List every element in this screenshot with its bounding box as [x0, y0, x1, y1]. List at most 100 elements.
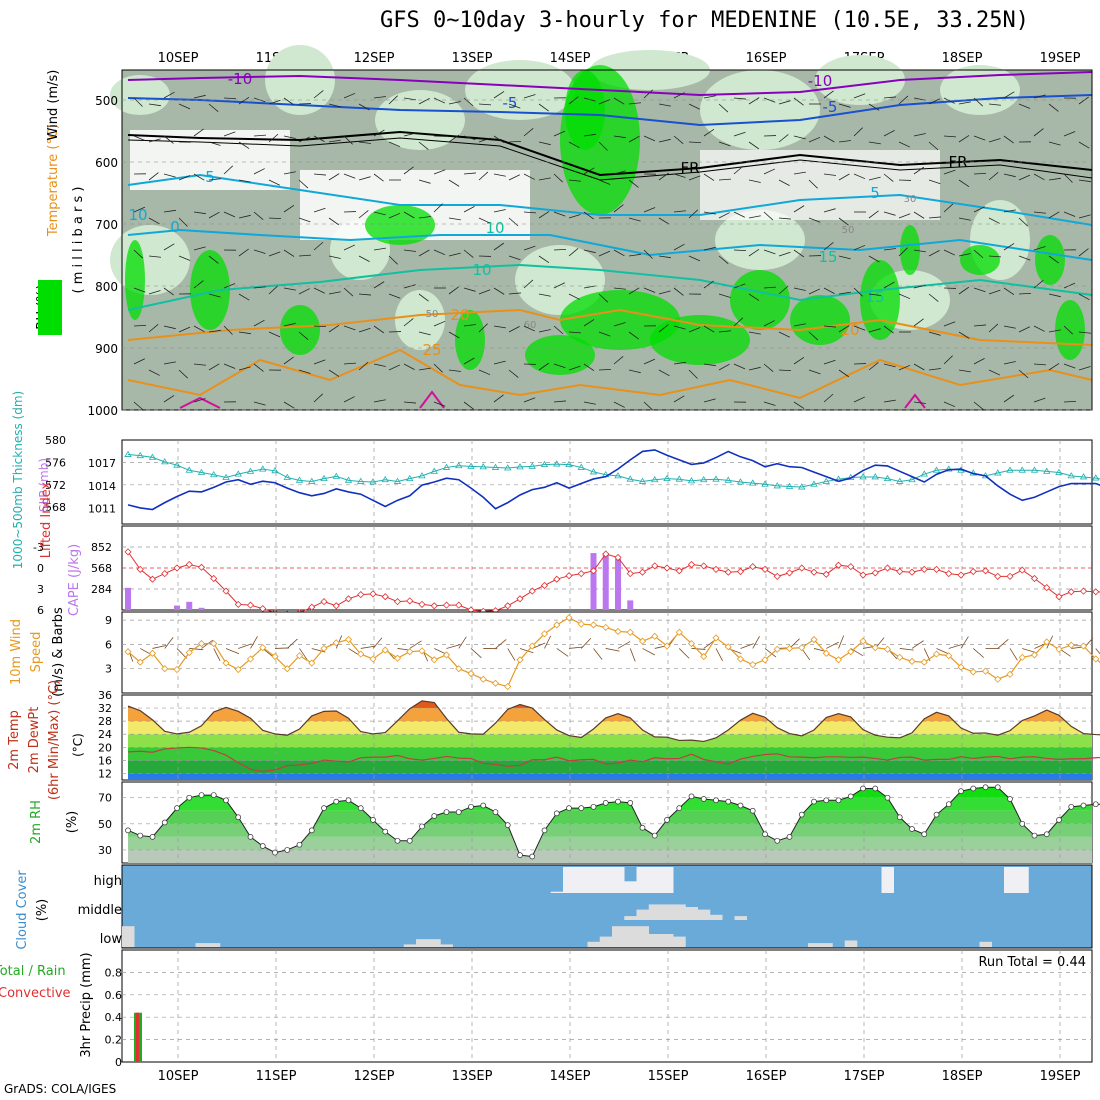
wind-barb [973, 249, 984, 259]
wind-barb [433, 320, 446, 327]
wind10m-barb [470, 648, 482, 659]
wind-barb [763, 168, 776, 175]
wind-barb [253, 249, 266, 254]
wind-barb [208, 103, 219, 113]
wind-barb [418, 331, 431, 336]
lifted-index-marker [773, 572, 781, 580]
wind10m-speed-marker [148, 649, 157, 657]
rh2m-marker [860, 785, 866, 792]
lifted-index-marker [798, 564, 806, 572]
lifted-tick-label: 3 [37, 583, 44, 596]
cloud-cell-high [550, 891, 564, 893]
wind-barb [373, 96, 386, 99]
wind-barb [703, 128, 715, 137]
wind-barb [283, 322, 296, 327]
rh2m-marker [333, 798, 340, 805]
wind10m-barb [458, 636, 467, 649]
wind-barb [523, 279, 534, 289]
lifted-tick-label: 6 [37, 604, 44, 617]
wind-barb [403, 363, 415, 370]
wind10m-speed-marker [259, 644, 267, 652]
wind-barb [748, 179, 761, 183]
wind10m-barb [164, 637, 174, 649]
cloud-cell-high [636, 867, 649, 893]
lifted-tick-label: 0 [37, 562, 44, 575]
below-surface [122, 410, 1092, 438]
wind-barb [793, 135, 806, 140]
cloud-cell-low [403, 944, 417, 947]
wind10m-speed-marker [1018, 653, 1026, 661]
wind-barb [718, 178, 731, 181]
thickness-marker [491, 463, 500, 470]
date-label-top: 12SEP [354, 51, 395, 66]
lifted-index-marker [124, 548, 132, 556]
wind-barb [538, 293, 551, 297]
isotherm-5 [127, 173, 1093, 226]
temp-band [128, 773, 1092, 780]
wind-tick-label: 3 [105, 663, 112, 676]
wind-barb [883, 325, 894, 334]
cloud-cell-low [808, 943, 821, 947]
wind-barb [1033, 397, 1046, 403]
wind-barb [643, 249, 653, 259]
wind-barb [268, 331, 281, 338]
wind-barb [283, 97, 295, 106]
upper-air-ylabel: Temperature (°C) [46, 124, 61, 237]
wind-barb [478, 217, 491, 224]
wind-barb [418, 179, 431, 184]
wind-barb [418, 249, 430, 257]
temp2m-line [127, 700, 1100, 743]
wind-barb [313, 393, 324, 403]
wind10m-barb [629, 648, 636, 662]
wind-barb [523, 127, 534, 137]
wind-barb [223, 165, 234, 175]
wind-barb [268, 251, 281, 257]
isotherm-30 [179, 396, 221, 409]
rh2m-marker [1056, 817, 1062, 823]
wind-barb [253, 363, 264, 372]
wind-barb [808, 288, 821, 295]
wind10m-speed-marker [1079, 642, 1088, 650]
rh-moist-patch [190, 250, 230, 330]
wind-barb [178, 255, 191, 261]
rh2m-line [127, 786, 1100, 858]
wind10m-speed-marker [700, 652, 708, 661]
wind10m-barb [495, 639, 507, 649]
wind-barb [718, 330, 731, 333]
wind-barb [538, 211, 550, 219]
wind10m-speed-marker [479, 675, 487, 683]
wind-barb [718, 293, 731, 298]
rh-light-patch [465, 60, 575, 120]
thickness-tick-label: 576 [45, 456, 66, 469]
temp-tick-label: 36 [98, 689, 112, 702]
wind-barb [148, 172, 159, 181]
rh2m-marker [982, 784, 989, 791]
wind-barb [688, 327, 701, 333]
wind-barb [688, 141, 702, 144]
wind-barb [478, 289, 491, 295]
lifted-index-marker [1092, 588, 1100, 596]
lifted-index-marker [859, 571, 867, 579]
wind-barb [238, 293, 250, 301]
wind-barb [133, 358, 145, 365]
cloud-cell-high [599, 867, 613, 893]
cloud-tick-label: high [94, 874, 122, 889]
wind10m-speed-marker [197, 640, 206, 648]
wind10m-speed-marker [663, 642, 671, 650]
wind-barb [1063, 363, 1076, 369]
precip-tick-label: 0 [115, 1056, 122, 1069]
wind10m-barb [225, 648, 240, 655]
lifted-index-marker [1055, 593, 1063, 601]
wind10m-speed-marker [418, 647, 426, 655]
rh2m-marker [529, 853, 536, 860]
thickness-marker [1043, 467, 1051, 474]
wind-barb [133, 249, 144, 259]
wind-barb [418, 98, 430, 105]
cape-bar [627, 600, 634, 610]
rh2m-marker [566, 805, 572, 811]
lifted-index-marker [626, 570, 634, 578]
wind10m-speed-marker [736, 655, 745, 663]
rh2m-marker [1007, 796, 1013, 802]
pressure-tick-label: 1000 [87, 404, 118, 418]
rh2m-marker [259, 843, 266, 849]
